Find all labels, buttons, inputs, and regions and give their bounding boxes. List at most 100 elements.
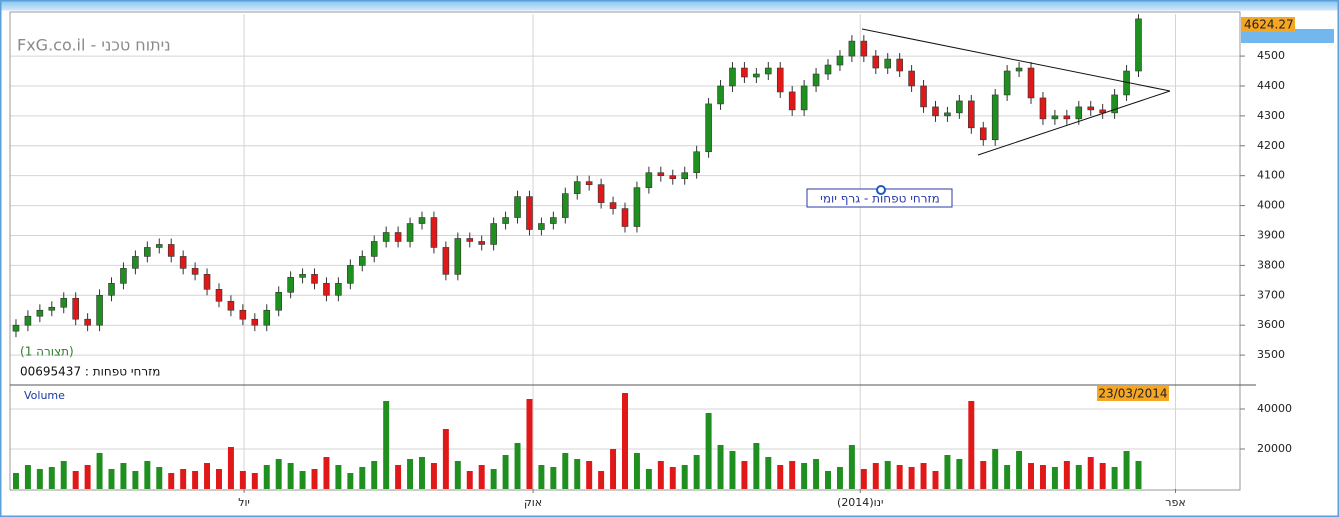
candle-body (860, 40, 868, 57)
candle-body (382, 232, 390, 242)
candle-body (621, 208, 629, 227)
candle-body (562, 193, 569, 218)
volume-bar (908, 467, 915, 489)
candle-body (418, 217, 426, 224)
volume-bar (872, 463, 879, 489)
candle-body (490, 223, 497, 245)
volume-bar (442, 429, 449, 489)
candle-body (645, 172, 653, 188)
candle-body (239, 309, 247, 320)
candle-body (311, 274, 318, 284)
candle-body (812, 73, 820, 87)
volume-bar (1075, 465, 1082, 489)
volume-bar (323, 457, 330, 489)
volume-bar (371, 461, 378, 489)
volume-bar (132, 471, 139, 489)
candle-body (550, 217, 557, 224)
volume-bar (980, 461, 987, 489)
volume-bar (311, 469, 318, 489)
candle-body (358, 256, 366, 266)
candle-body (478, 241, 485, 245)
volume-bar (1087, 457, 1094, 489)
y-tick-label: 4300 (1257, 109, 1285, 122)
volume-bar (454, 461, 461, 489)
candle-body (132, 256, 139, 269)
volume-bar (263, 465, 270, 489)
candle-body (454, 238, 462, 275)
volume-bar (562, 453, 569, 489)
volume-bar (1123, 451, 1130, 489)
volume-bar (407, 459, 414, 489)
volume-bar (1004, 465, 1011, 489)
volume-bar (204, 463, 211, 489)
volume-bar (120, 463, 127, 489)
candle-body (848, 40, 856, 57)
candle-body (765, 67, 772, 75)
candle-body (693, 151, 700, 173)
volume-bar (693, 455, 700, 489)
x-tick-label: אוק (524, 496, 542, 509)
candle-body (502, 217, 509, 224)
volume-bar (275, 459, 282, 489)
candle-body (884, 58, 892, 69)
candle-body (251, 318, 259, 326)
candle-body (227, 300, 235, 311)
y-tick-label: 20000 (1257, 442, 1292, 455)
candle-body (1015, 67, 1023, 72)
volume-bar (490, 469, 497, 489)
volume-bar (1039, 465, 1046, 489)
volume-bar (753, 443, 760, 489)
candle-body (466, 238, 474, 242)
y-tick-label: 3800 (1257, 258, 1285, 271)
candle-body (167, 244, 175, 257)
candle-body (1099, 109, 1106, 114)
candle-body (263, 309, 271, 326)
plot-border (9, 11, 1241, 491)
volume-bar (813, 459, 820, 489)
y-tick-label: 3600 (1257, 318, 1285, 331)
candle-body (681, 172, 688, 179)
y-tick-label: 4500 (1257, 49, 1285, 62)
candle-body (979, 127, 987, 141)
volume-title: Volume (24, 389, 65, 402)
volume-bar (610, 449, 617, 489)
candle-body (442, 247, 450, 275)
volume-bar (538, 465, 545, 489)
volume-bar (1051, 467, 1058, 489)
volume-bar (383, 401, 390, 489)
candle-body (824, 64, 832, 75)
candle-body (896, 58, 903, 72)
y-tick-label: 3700 (1257, 288, 1285, 301)
candle-body (36, 309, 44, 317)
candle-body (956, 100, 963, 114)
candle-body (836, 55, 844, 66)
last-date: 23/03/2014 (1098, 387, 1167, 401)
volume-bar (347, 473, 354, 489)
volume-bar (777, 465, 784, 489)
chart-label-handle (876, 185, 886, 195)
candle-body (1027, 67, 1035, 99)
candle-body (705, 103, 712, 153)
candle-body (24, 315, 32, 326)
candle-body (394, 232, 402, 242)
last-price: 4624.27 (1244, 18, 1294, 32)
candle-body (72, 297, 79, 320)
candle-body (215, 289, 223, 302)
subtitle: (תצורה 1) (20, 345, 74, 359)
candle-body (573, 181, 581, 194)
y-tick-label: 4000 (1257, 199, 1285, 212)
price-box (1241, 17, 1295, 32)
candle-body (60, 297, 68, 308)
volume-bar (395, 465, 402, 489)
candle-body (968, 100, 975, 129)
candle-body (1135, 18, 1142, 72)
candle-body (155, 244, 163, 248)
volume-bar (96, 453, 103, 489)
volume-bar (1099, 463, 1106, 489)
candle-body (430, 217, 438, 248)
volume-bar (598, 471, 605, 489)
candle-body (932, 106, 939, 117)
volume-bar (801, 463, 808, 489)
candle-body (144, 247, 151, 257)
